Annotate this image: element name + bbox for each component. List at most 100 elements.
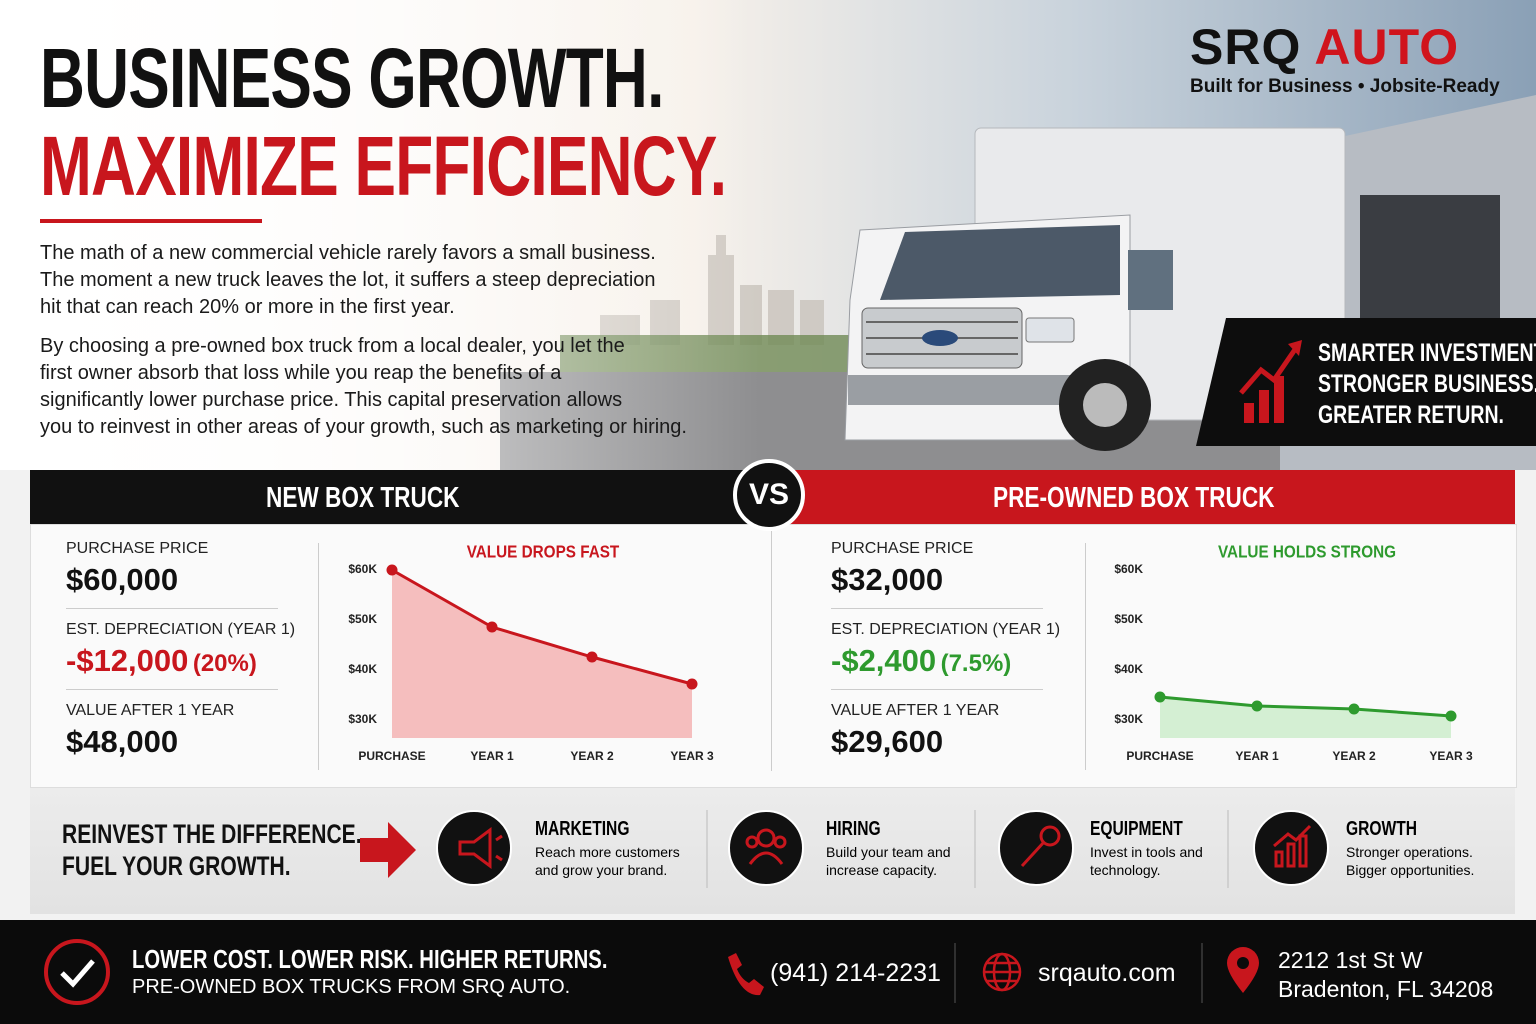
chart: VALUE HOLDS STRONG $60K $50K $40K $30K PURCHA…	[1114, 542, 1473, 764]
item-desc: Stronger operations.	[1346, 844, 1473, 860]
intro-paragraph: By choosing a pre-owned box truck from a…	[40, 333, 687, 441]
callout-box	[1196, 318, 1536, 446]
intro-line: hit that can reach 20% or more in the fi…	[40, 296, 455, 318]
x-tick-label: PURCHASE	[358, 749, 425, 763]
depreciation-pct: (20%)	[192, 650, 257, 677]
stat-label: EST. DEPRECIATION (YEAR 1)	[66, 608, 295, 639]
item-desc: and grow your brand.	[535, 862, 668, 878]
x-tick-label: YEAR 1	[1235, 749, 1279, 763]
y-tick-label: $30K	[1114, 712, 1143, 726]
point	[1348, 703, 1360, 715]
item-desc: Reach more customers	[535, 844, 680, 860]
item-title: MARKETING	[535, 818, 630, 840]
divider	[771, 531, 772, 771]
stat-value: $60,000	[66, 562, 179, 597]
depreciation-pct: (7.5%)	[940, 650, 1012, 677]
intro-line: By choosing a pre-owned box truck from a…	[40, 335, 625, 357]
reinvest-line: REINVEST THE DIFFERENCE.	[62, 819, 362, 849]
y-tick-label: $50K	[348, 612, 377, 626]
y-tick-label: $60K	[1114, 562, 1143, 576]
line	[391, 568, 693, 686]
item-desc: Build your team and	[826, 844, 951, 860]
y-tick-label: $30K	[348, 712, 377, 726]
stats-new: PURCHASE PRICE $60,000 EST. DEPRECIATION…	[66, 540, 295, 760]
footer-subline: PRE-OWNED BOX TRUCKS FROM SRQ AUTO.	[132, 976, 571, 998]
stat-label: PURCHASE PRICE	[831, 540, 974, 557]
point	[386, 564, 398, 576]
area	[392, 570, 692, 738]
x-tick-label: YEAR 2	[1332, 749, 1376, 763]
x-tick-label: YEAR 3	[670, 749, 714, 763]
brand-name: AUTO	[1314, 19, 1460, 75]
chart: VALUE DROPS FAST $60K $50K $40K $30K PURCHASE…	[348, 542, 714, 764]
divider	[1085, 543, 1086, 770]
x-tick-label: YEAR 1	[470, 749, 514, 763]
vs-badge: VS	[733, 459, 805, 531]
y-tick-label: $50K	[1114, 612, 1143, 626]
stat-value: $48,000	[66, 724, 179, 759]
panel-title: NEW BOX TRUCK	[266, 482, 460, 514]
chart-title: VALUE DROPS FAST	[467, 542, 620, 562]
reinvest-item: HIRING Build your team and increase capa…	[826, 818, 951, 879]
intro-line: The math of a new commercial vehicle rar…	[40, 242, 656, 264]
reinvest-icons	[436, 810, 1329, 888]
reinvest-heading: REINVEST THE DIFFERENCE. FUEL YOUR GROWT…	[62, 818, 362, 882]
point	[1445, 710, 1457, 722]
x-tick-label: YEAR 2	[570, 749, 614, 763]
comparison-body	[30, 524, 1517, 788]
point	[1154, 691, 1166, 703]
preowned-header	[770, 470, 1515, 524]
callout-line: GREATER RETURN.	[1318, 401, 1504, 429]
area	[1160, 697, 1451, 738]
item-title: EQUIPMENT	[1090, 818, 1183, 840]
y-tick-label: $40K	[348, 662, 377, 676]
item-title: HIRING	[826, 818, 881, 840]
stat-label: PURCHASE PRICE	[66, 540, 209, 557]
stat-label: VALUE AFTER 1 YEAR	[66, 689, 278, 720]
x-tick-label: YEAR 3	[1429, 749, 1473, 763]
point	[686, 678, 698, 690]
point	[1251, 700, 1263, 712]
stat-value: $29,600	[831, 724, 944, 759]
stat-label: VALUE AFTER 1 YEAR	[831, 689, 1043, 720]
brand-tagline: Built for Business • Jobsite-Ready	[1190, 76, 1500, 97]
footer-icons	[44, 939, 1259, 1005]
stat-value: -$2,400 (7.5%)	[831, 643, 1043, 679]
depreciation: -$12,000	[66, 643, 189, 678]
new-header	[30, 470, 770, 524]
headline: BUSINESS GROWTH.	[40, 31, 664, 125]
underline	[40, 219, 262, 223]
callout-line: STRONGER BUSINESS.	[1318, 370, 1536, 398]
footer-headline: LOWER COST. LOWER RISK. HIGHER RETURNS.	[132, 944, 608, 974]
item-desc: increase capacity.	[826, 862, 938, 878]
callout-line: SMARTER INVESTMENT.	[1318, 339, 1536, 367]
phone[interactable]: (941) 214-2231	[770, 959, 941, 987]
stat-label: EST. DEPRECIATION (YEAR 1)	[831, 608, 1060, 639]
item-desc: technology.	[1090, 862, 1161, 878]
reinvest-item: GROWTH Stronger operations. Bigger oppor…	[1346, 818, 1474, 879]
point	[586, 651, 598, 663]
x-tick-label: PURCHASE	[1126, 749, 1193, 763]
point	[486, 621, 498, 633]
intro-paragraph: The math of a new commercial vehicle rar…	[40, 240, 656, 321]
address-line: Bradenton, FL 34208	[1278, 976, 1494, 1002]
footer	[0, 920, 1536, 1024]
item-title: GROWTH	[1346, 818, 1418, 840]
stat-value: $32,000	[831, 562, 944, 597]
item-desc: Invest in tools and	[1090, 844, 1203, 860]
y-tick-label: $40K	[1114, 662, 1143, 676]
intro-line: first owner absorb that loss while you r…	[40, 362, 562, 384]
y-tick-label: $60K	[348, 562, 377, 576]
callout-text: SMARTER INVESTMENT. STRONGER BUSINESS. G…	[1318, 338, 1536, 431]
reinvest-item: EQUIPMENT Invest in tools and technology…	[1090, 818, 1209, 879]
stat-value: -$12,000 (20%)	[66, 643, 278, 679]
item-desc: Bigger opportunities.	[1346, 862, 1475, 878]
intro-line: significantly lower purchase price. This…	[40, 389, 623, 411]
panel-title: PRE-OWNED BOX TRUCK	[993, 482, 1275, 514]
reinvest-line: FUEL YOUR GROWTH.	[62, 851, 291, 881]
stats-preowned: PURCHASE PRICE $32,000 EST. DEPRECIATION…	[831, 540, 1060, 760]
website[interactable]: srqauto.com	[1038, 959, 1176, 987]
divider	[318, 543, 319, 770]
address-line: 2212 1st St W	[1278, 947, 1423, 973]
